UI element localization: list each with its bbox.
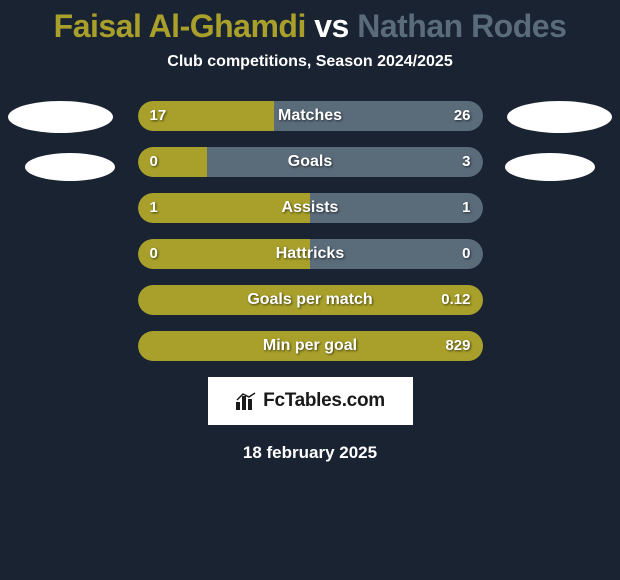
comparison-title: Faisal Al-Ghamdi vs Nathan Rodes — [0, 0, 620, 45]
stat-row: Min per goal829 — [138, 331, 483, 361]
brand-text: FcTables.com — [263, 390, 385, 412]
stat-row: Goals per match0.12 — [138, 285, 483, 315]
stat-bars: Matches1726Goals03Assists11Hattricks00Go… — [138, 101, 483, 361]
stat-row: Matches17 26 — [138, 101, 483, 131]
snapshot-date: 18 february 2025 — [0, 443, 620, 463]
stat-value-left: 1 — [138, 193, 170, 223]
stat-label: Min per goal — [138, 331, 483, 361]
stat-value-right: 3 — [450, 147, 482, 177]
stat-label: Goals — [138, 147, 483, 177]
stat-value-right: 0.12 — [429, 285, 482, 315]
bar-chart-icon — [235, 392, 257, 410]
player2-team-logo-2 — [505, 153, 595, 181]
stat-label: Assists — [138, 193, 483, 223]
player2-name: Nathan Rodes — [357, 8, 566, 44]
stat-value-right: 829 — [433, 331, 482, 361]
stat-label: Matches — [138, 101, 483, 131]
player1-team-logo-2 — [25, 153, 115, 181]
season-subtitle: Club competitions, Season 2024/2025 — [0, 53, 620, 71]
vs-word: vs — [314, 8, 349, 44]
player2-team-logo-1 — [507, 101, 612, 133]
stat-row: Assists1 1 — [138, 193, 483, 223]
stat-row: Goals0 3 — [138, 147, 483, 177]
player1-team-logo-1 — [8, 101, 113, 133]
stat-value-left: 17 — [138, 101, 179, 131]
stat-value-right: 1 — [450, 193, 482, 223]
stat-row: Hattricks0 0 — [138, 239, 483, 269]
stat-value-right: 0 — [450, 239, 482, 269]
comparison-content: Matches1726Goals03Assists11Hattricks00Go… — [0, 101, 620, 361]
stat-value-right: 26 — [442, 101, 483, 131]
stat-value-left: 0 — [138, 147, 170, 177]
stat-label: Hattricks — [138, 239, 483, 269]
player1-name: Faisal Al-Ghamdi — [54, 8, 306, 44]
stat-value-left: 0 — [138, 239, 170, 269]
brand-badge: FcTables.com — [208, 377, 413, 425]
